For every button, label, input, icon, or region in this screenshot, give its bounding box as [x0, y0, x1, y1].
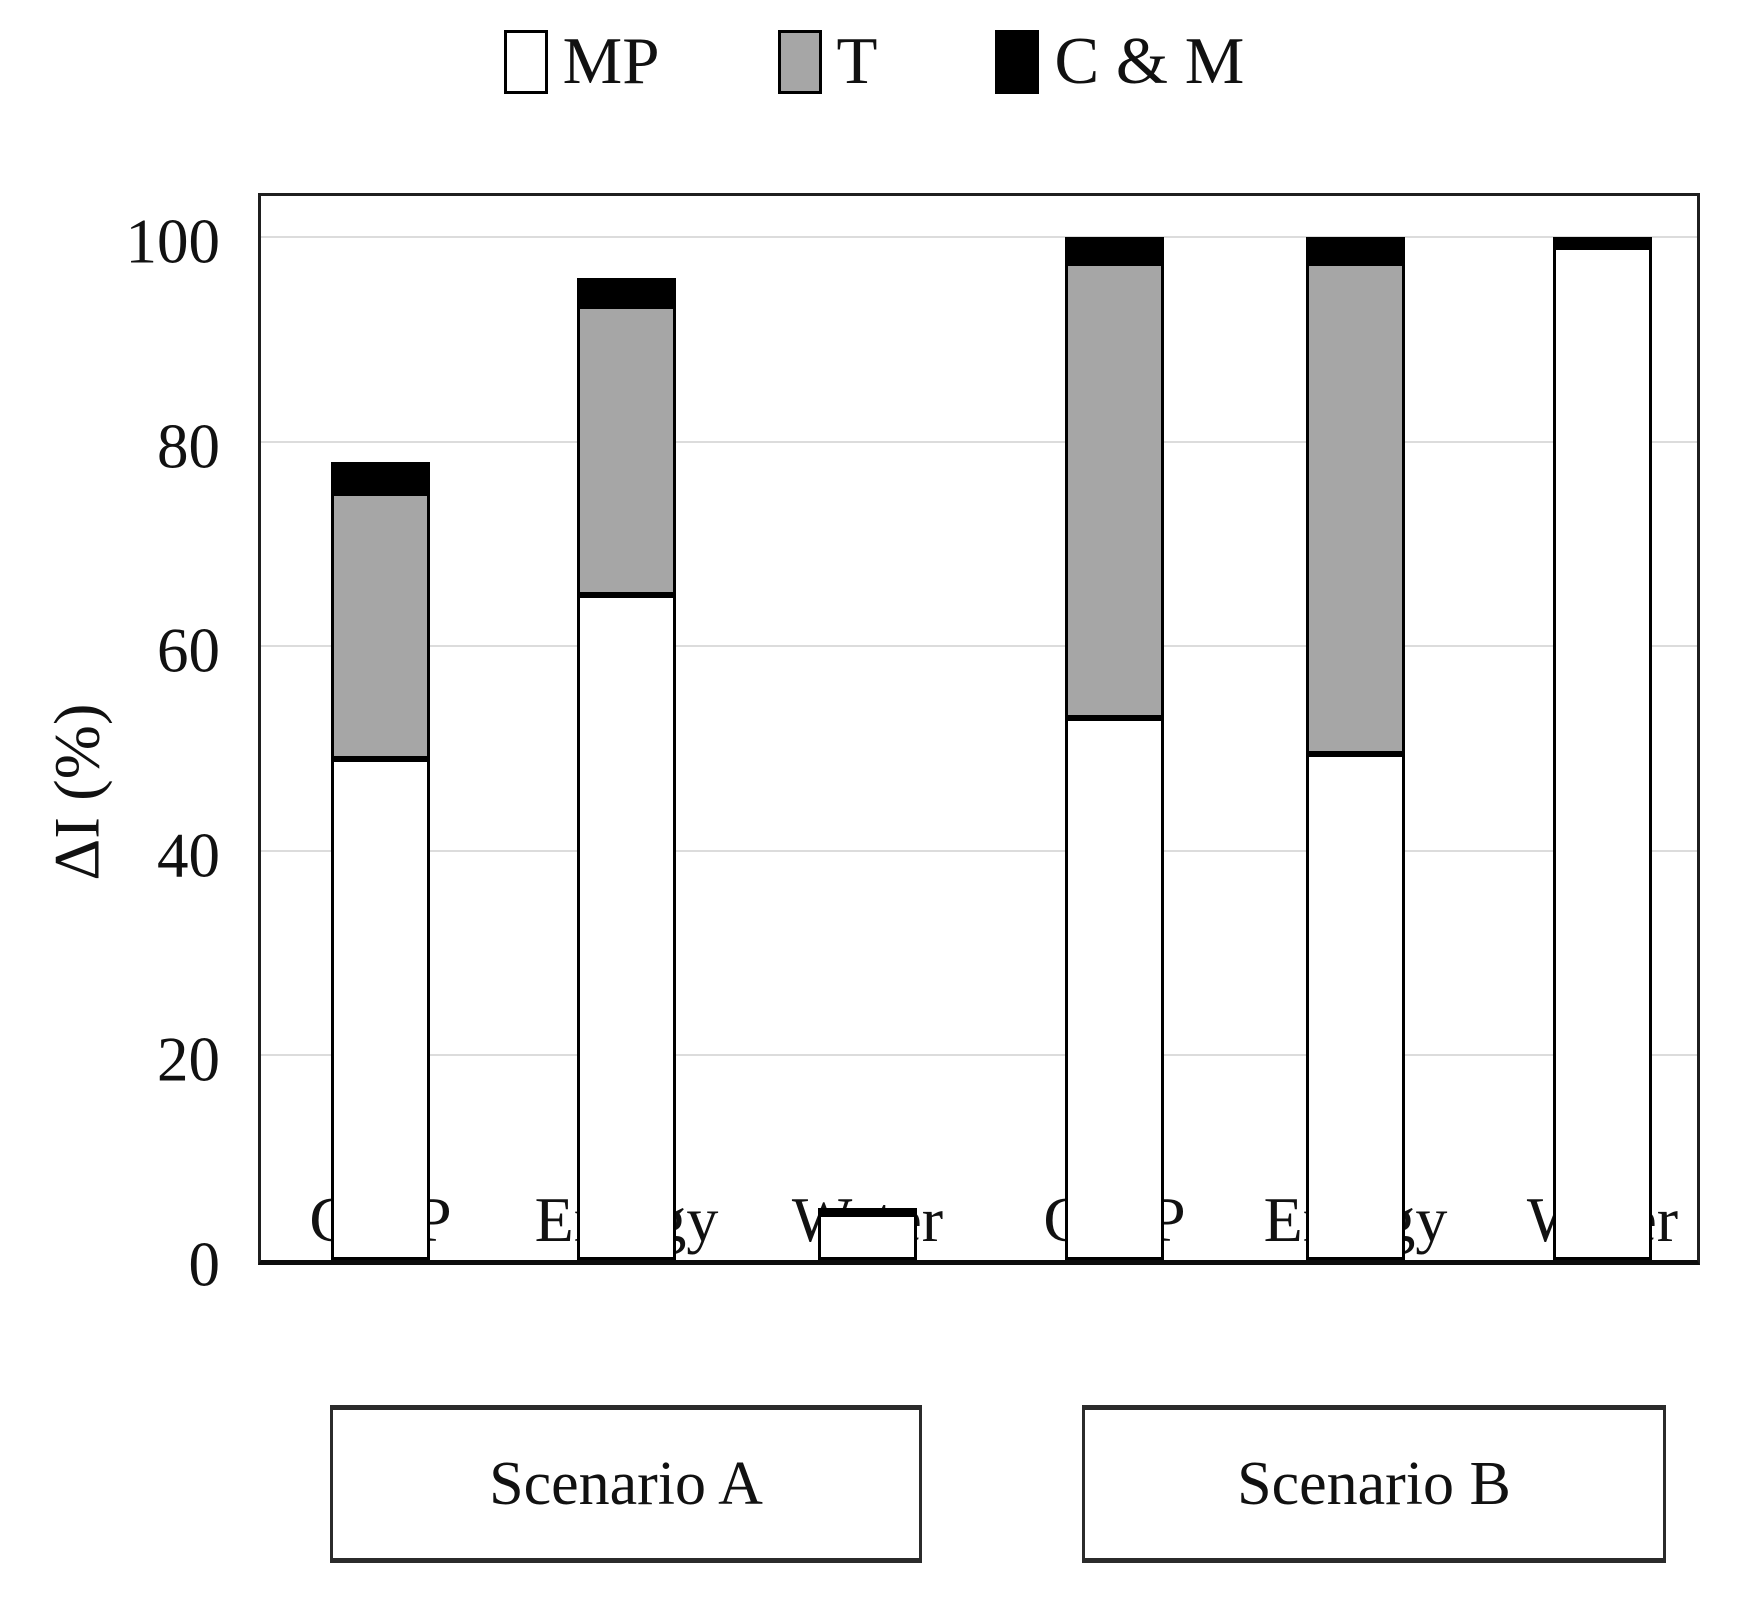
scenario-a-box: Scenario A: [330, 1405, 922, 1563]
bar-segment-mp: [331, 758, 430, 1260]
bar-segment-cm: [331, 462, 430, 493]
bar-segment-t: [331, 492, 430, 759]
bar-segment-t: [1306, 262, 1405, 754]
legend-item-cm: C & M: [995, 28, 1244, 95]
legend-swatch-icon: [503, 29, 548, 94]
gridline: [261, 236, 1697, 238]
chart-legend: MP T C & M: [0, 28, 1748, 95]
gridline: [261, 645, 1697, 648]
bar-segment-mp: [1306, 753, 1405, 1260]
bar-segment-cm: [1065, 237, 1164, 263]
y-tick-label: 100: [125, 206, 221, 277]
bar-segment-cm: [1306, 237, 1405, 263]
bar-segment-mp: [577, 595, 676, 1260]
bar-segment-mp: [818, 1213, 917, 1260]
scenario-a-label: Scenario A: [489, 1449, 763, 1518]
y-tick-label: 40: [157, 820, 220, 891]
gridline: [261, 440, 1697, 443]
bar-b-water: [1553, 237, 1652, 1260]
bar-segment-cm: [577, 277, 676, 306]
bar-segment-cm: [1553, 237, 1652, 248]
legend-item-mp: MP: [503, 24, 660, 98]
bar-a-gwp: [331, 462, 430, 1260]
gridline: [261, 1054, 1697, 1057]
plot-area: [258, 193, 1700, 1265]
bar-b-energy: [1306, 237, 1405, 1260]
legend-swatch-icon: [777, 29, 822, 94]
bar-a-water: [818, 1207, 917, 1260]
y-tick-label: 80: [157, 411, 220, 482]
bar-segment-mp: [1553, 247, 1652, 1260]
gridline: [261, 849, 1697, 852]
scenario-b-box: Scenario B: [1082, 1405, 1666, 1563]
bar-segment-t: [1065, 262, 1164, 718]
y-tick-label: 20: [157, 1024, 220, 1095]
bar-b-gwp: [1065, 237, 1164, 1260]
bar-segment-cm: [818, 1207, 917, 1214]
legend-label: C & M: [1054, 24, 1245, 98]
legend-label: T: [836, 24, 878, 98]
bar-segment-t: [577, 305, 676, 596]
legend-item-t: T: [777, 24, 878, 98]
legend-label: MP: [562, 24, 660, 98]
bar-segment-mp: [1065, 717, 1164, 1260]
legend-swatch-icon: [995, 29, 1040, 94]
bar-a-energy: [577, 277, 676, 1260]
scenario-b-label: Scenario B: [1237, 1449, 1511, 1518]
y-tick-label: 0: [188, 1229, 221, 1300]
y-tick-label: 60: [157, 615, 220, 686]
